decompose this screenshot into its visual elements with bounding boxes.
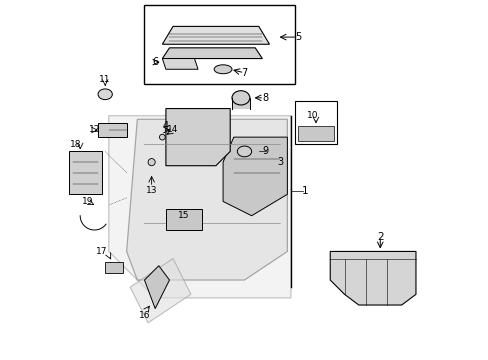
Text: 8: 8	[263, 93, 268, 103]
Text: 2: 2	[376, 232, 383, 242]
Text: 9: 9	[263, 147, 268, 157]
Text: 10: 10	[306, 111, 318, 120]
Polygon shape	[126, 119, 287, 280]
Text: 3: 3	[277, 157, 283, 167]
Ellipse shape	[98, 89, 112, 100]
Text: 16: 16	[139, 311, 150, 320]
Polygon shape	[69, 152, 102, 194]
Polygon shape	[165, 109, 230, 166]
Text: 4: 4	[163, 121, 169, 131]
Polygon shape	[165, 208, 201, 230]
Polygon shape	[162, 59, 198, 69]
Bar	[294, 102, 337, 144]
Text: 6: 6	[152, 57, 158, 67]
Text: 11: 11	[99, 76, 111, 85]
Circle shape	[159, 134, 165, 140]
Text: 14: 14	[167, 126, 179, 135]
Ellipse shape	[214, 65, 231, 74]
Text: 13: 13	[145, 186, 157, 195]
Text: 18: 18	[69, 140, 81, 149]
Bar	[144, 5, 294, 84]
Polygon shape	[162, 26, 269, 44]
Circle shape	[148, 158, 155, 166]
Polygon shape	[329, 251, 415, 305]
Ellipse shape	[231, 91, 249, 105]
Polygon shape	[223, 137, 287, 216]
Ellipse shape	[237, 146, 251, 157]
Polygon shape	[298, 126, 333, 141]
Bar	[231, 98, 249, 109]
Polygon shape	[144, 266, 169, 309]
Polygon shape	[130, 258, 190, 323]
Text: 5: 5	[294, 32, 301, 42]
Text: 12: 12	[89, 126, 100, 135]
Polygon shape	[98, 123, 126, 137]
Text: 7: 7	[241, 68, 247, 78]
Polygon shape	[108, 116, 290, 298]
Text: 17: 17	[96, 247, 107, 256]
Text: 1: 1	[301, 186, 308, 196]
Text: 15: 15	[178, 211, 189, 220]
Text: 19: 19	[81, 197, 93, 206]
Polygon shape	[162, 48, 262, 59]
Polygon shape	[105, 262, 123, 273]
